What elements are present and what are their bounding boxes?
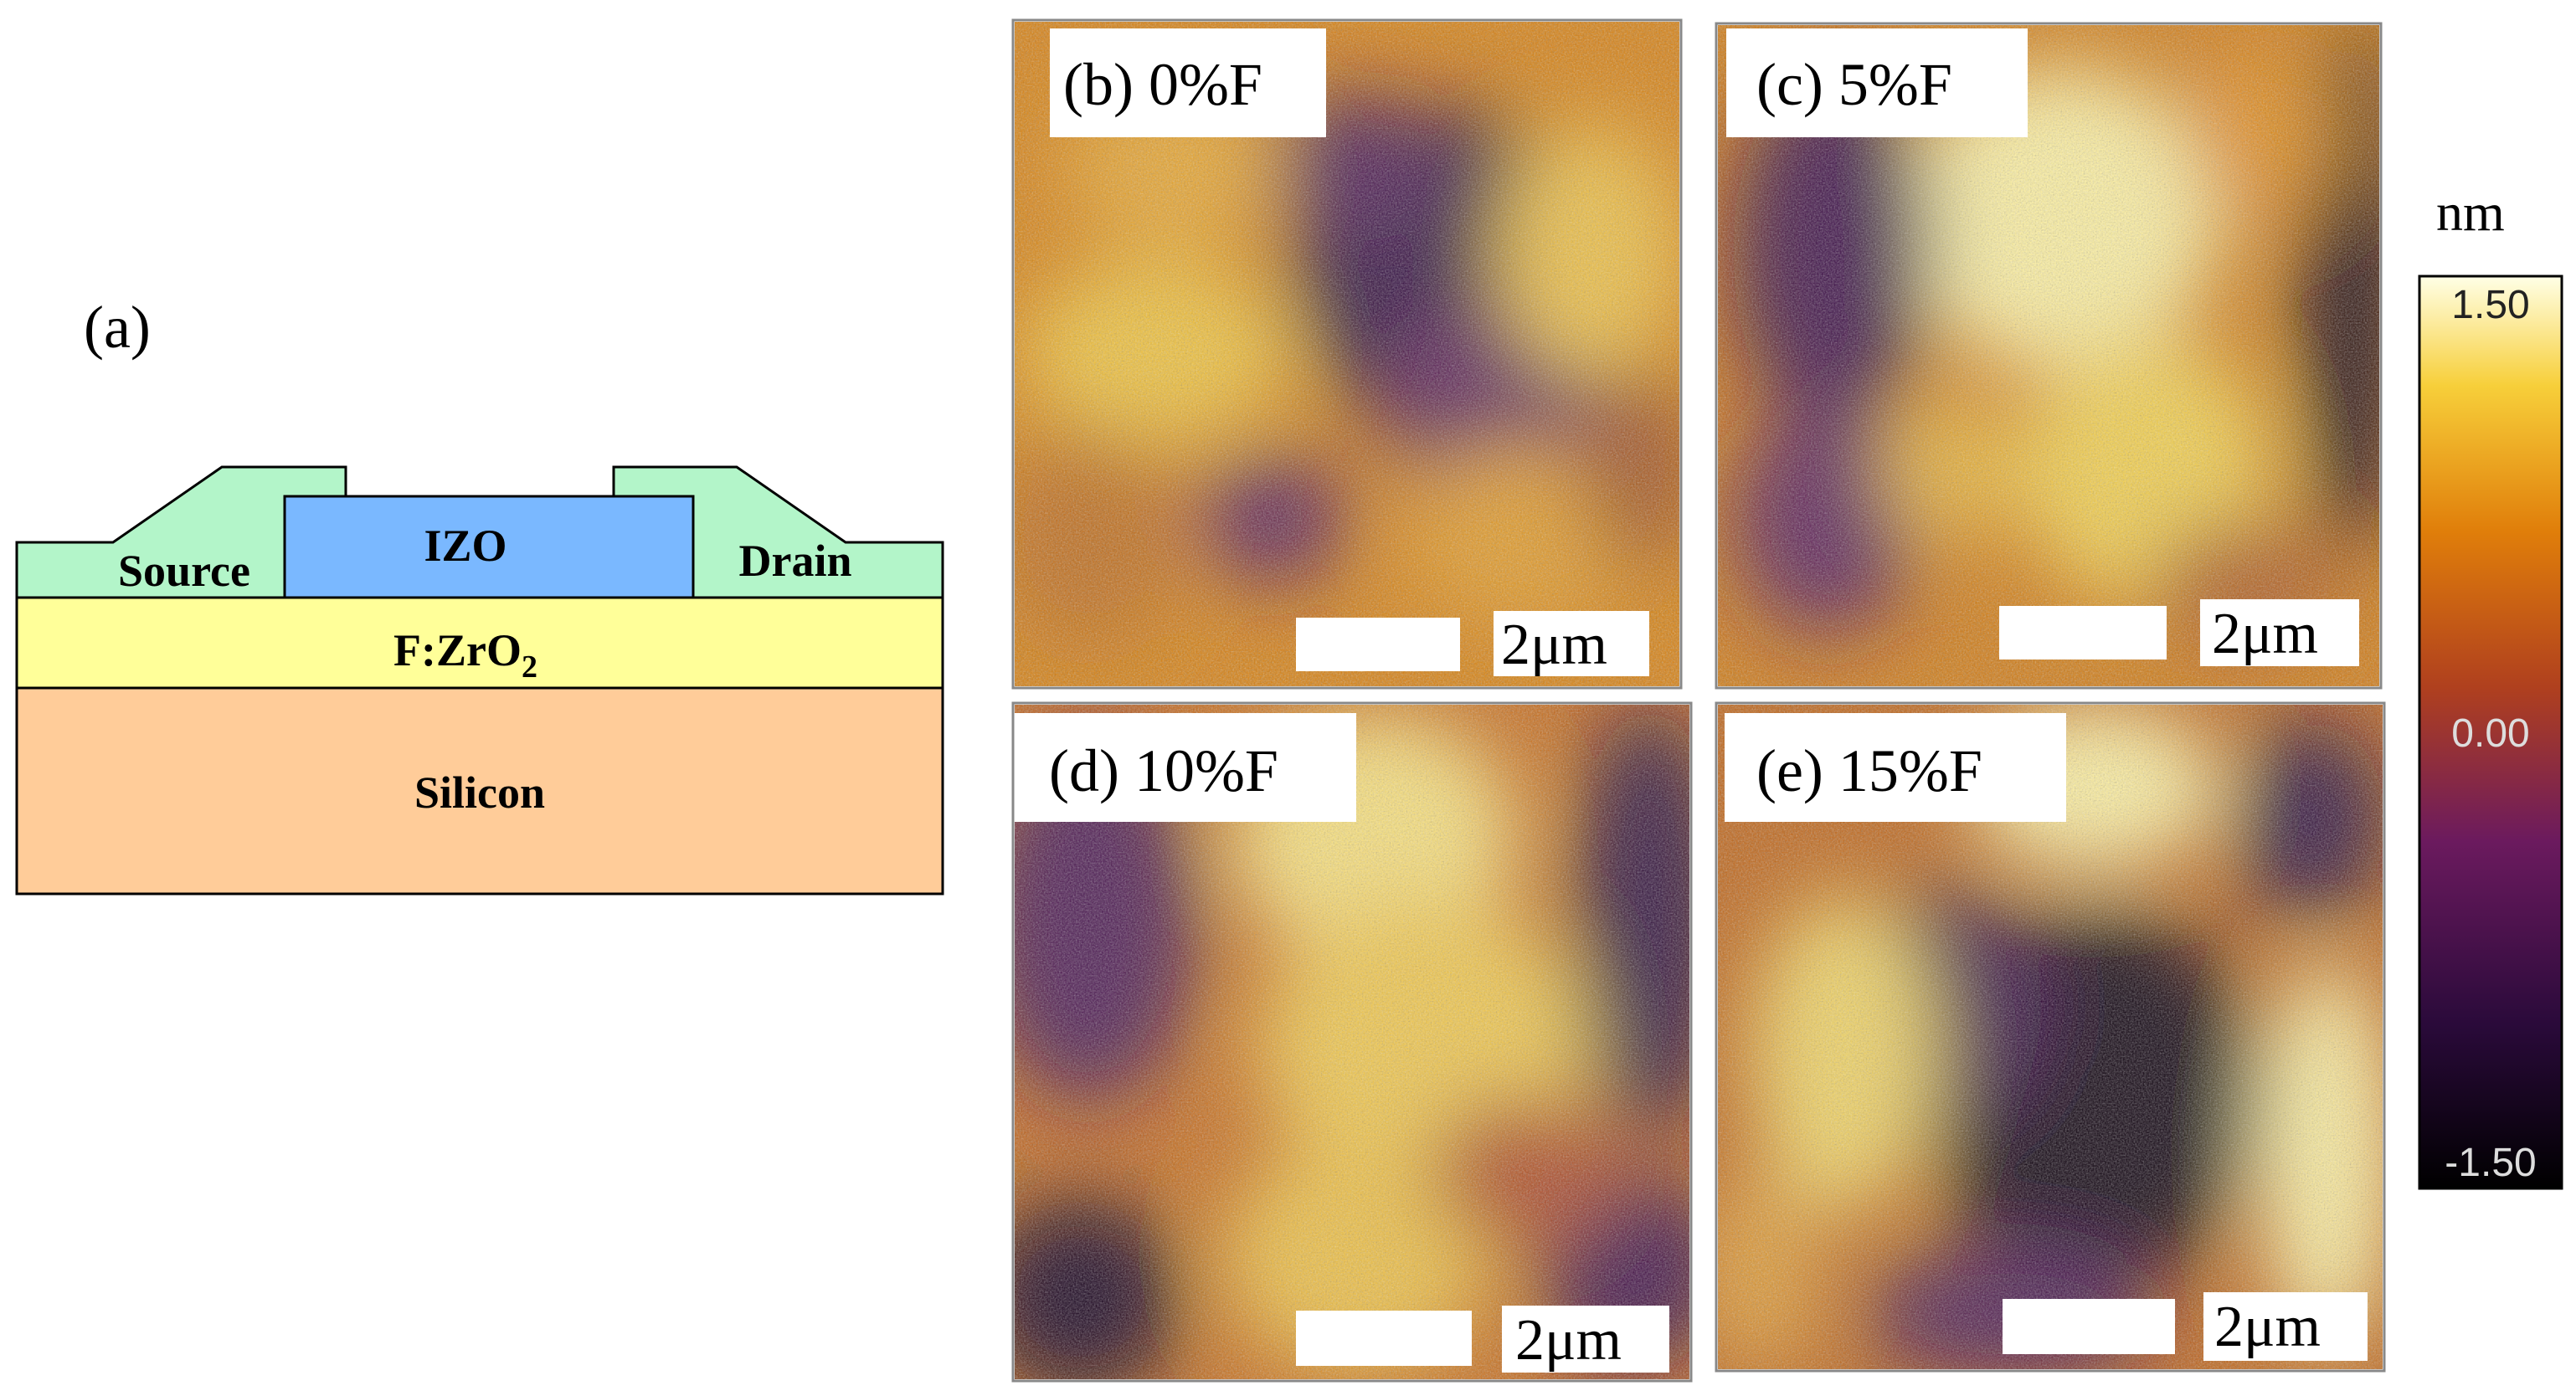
panel-d-label: (d) 10%F xyxy=(1049,737,1278,804)
afm-panel-e: (e) 15%F 2μm xyxy=(1715,701,2386,1373)
colorbar-mid-label: 0.00 xyxy=(2451,711,2529,756)
drain-electrode xyxy=(612,465,944,599)
panel-e-label: (e) 15%F xyxy=(1756,737,1982,804)
scale-label-d: 2μm xyxy=(1515,1308,1622,1373)
silicon-label: Silicon xyxy=(414,767,545,818)
panel-a-label: (a) xyxy=(84,294,151,361)
panel-c-label: (c) 5%F xyxy=(1756,51,1952,118)
colorbar-min-label: -1.50 xyxy=(2445,1141,2536,1185)
dielectric-layer xyxy=(15,596,944,690)
afm-panel-b: (b) 0%F 2μm xyxy=(1011,18,1683,690)
izo-channel xyxy=(283,495,695,599)
panel-b-label: (b) 0%F xyxy=(1063,51,1262,118)
afm-panel-d: (d) 10%F 2μm xyxy=(1011,701,1693,1383)
colorbar-unit: nm xyxy=(2436,182,2505,242)
afm-image-c xyxy=(1718,25,2379,686)
colorbar-max-label: 1.50 xyxy=(2451,283,2529,327)
colorbar-gradient xyxy=(2418,275,2563,1190)
afm-panel-c: (c) 5%F 2μm xyxy=(1715,22,2383,690)
scale-label-b: 2μm xyxy=(1501,613,1607,677)
izo-label: IZO xyxy=(424,521,506,571)
scale-bar-b xyxy=(1296,618,1460,671)
silicon-layer xyxy=(15,686,944,896)
scale-bar-c xyxy=(1999,606,2167,660)
colorbar: nm 1.50 0.00 -1.50 xyxy=(2418,182,2563,1190)
scale-label-c: 2μm xyxy=(2212,602,2318,666)
scale-bar-e xyxy=(2003,1299,2175,1354)
afm-image-b xyxy=(1015,22,1679,686)
device-cross-section: (a) Source Drain IZO F:ZrO2 Silicon xyxy=(15,294,944,896)
drain-label: Drain xyxy=(739,536,852,586)
source-label: Source xyxy=(118,546,250,596)
scale-bar-d xyxy=(1296,1311,1472,1366)
dielectric-label: F:ZrO2 xyxy=(393,625,537,685)
scale-label-e: 2μm xyxy=(2214,1295,2321,1359)
